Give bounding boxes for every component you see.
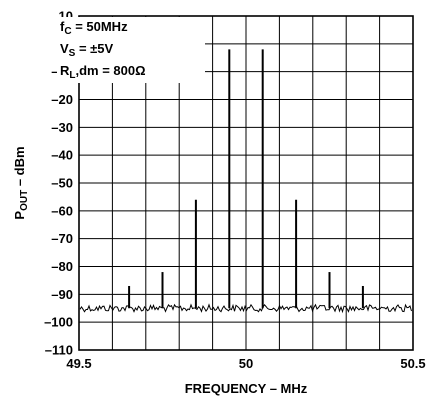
noise-floor-trace (79, 303, 412, 314)
x-tick-label: 49.5 (66, 356, 91, 371)
x-tick-labels: 49.5 50 50.5 (66, 356, 425, 371)
annotation-vs-rest: = ±5V (75, 41, 113, 56)
annotation-fc-rest: = 50MHz (72, 19, 128, 34)
annotation-vs-main: V (60, 41, 69, 56)
annotation-rl: RL,dm = 800Ω (60, 63, 146, 81)
x-axis-label: FREQUENCY – MHz (185, 381, 308, 396)
annotation-fc-main: f (60, 19, 65, 34)
y-tick-label: –40 (51, 148, 73, 163)
annotation-rl-rest: ,dm = 800Ω (76, 63, 146, 78)
annotation-vs-sub: S (69, 48, 76, 59)
annotation-rl-main: R (60, 63, 70, 78)
annotation-rl-sub: L (69, 70, 75, 81)
noise-floor-path (79, 303, 412, 314)
y-tick-label: –50 (51, 176, 73, 191)
y-tick-label: –100 (44, 315, 73, 330)
y-axis-label: POUT – dBm (12, 146, 30, 219)
y-axis-label-sub: OUT (19, 190, 30, 211)
y-tick-label: –110 (45, 343, 73, 358)
y-axis-label-main: P (12, 211, 27, 220)
y-tick-label: –30 (51, 120, 73, 135)
y-axis-label-suffix: – dBm (12, 146, 27, 189)
x-tick-label: 50.5 (400, 356, 425, 371)
x-tick-label: 50 (239, 356, 253, 371)
y-tick-label: –70 (51, 231, 73, 246)
y-tick-label: –60 (51, 203, 73, 218)
annotation-background (57, 17, 205, 83)
annotation-fc: fC = 50MHz (60, 19, 128, 37)
plot-frame (78, 15, 414, 351)
y-tick-label: –90 (51, 287, 73, 302)
annotation-vs: VS = ±5V (60, 41, 114, 59)
y-tick-label: –80 (51, 259, 73, 274)
y-tick-label: –20 (51, 92, 73, 107)
tone-lines (128, 49, 364, 309)
annotation-box: fC = 50MHz VS = ±5V RL,dm = 800Ω (57, 17, 205, 83)
annotation-fc-sub: C (64, 26, 71, 37)
